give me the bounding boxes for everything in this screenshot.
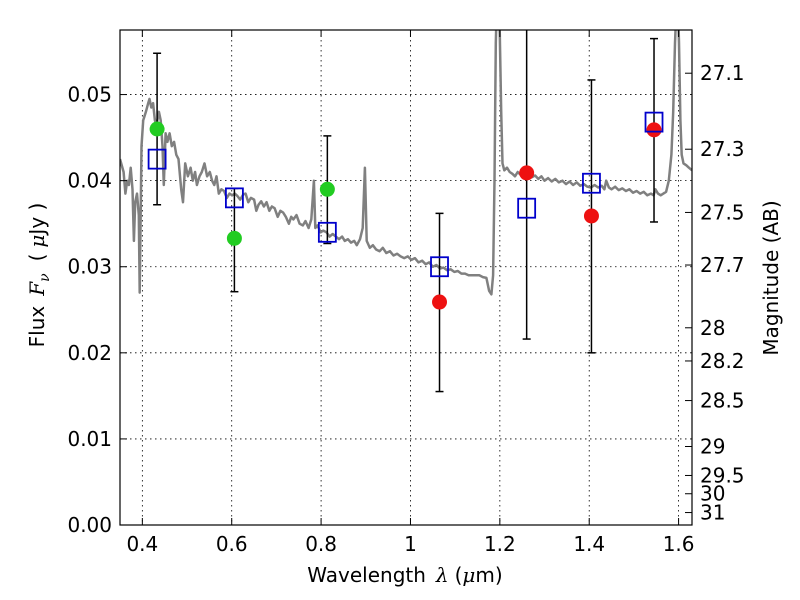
x-axis-title: Wavelength λ (μm): [307, 563, 502, 587]
y2-axis-title: Magnitude (AB): [759, 200, 783, 355]
model-point-square: [517, 197, 537, 219]
data-point-circle: [519, 165, 535, 181]
y-tick-label: 0.02: [67, 341, 112, 365]
x-tick-label: 1.6: [663, 532, 695, 556]
spectrum-line: [120, 30, 692, 296]
series-layer: [120, 30, 692, 393]
data-point-circle: [149, 121, 165, 137]
data-point-circle: [583, 208, 599, 224]
y2-tick-label: 28.5: [700, 389, 745, 413]
model-point-square: [644, 111, 664, 133]
y-axis-title: FluxFν(μJy ): [25, 203, 53, 348]
y-tick-label: 0.03: [67, 255, 112, 279]
model-point-square: [582, 172, 601, 194]
y2-tick-label: 28: [700, 316, 725, 340]
axes: 0.4 0.6 0.8 1 1.2 1.4 1.6 0.00 0.01 0.02 0.03 0.04 0…: [67, 30, 745, 556]
model-point-square: [430, 256, 449, 278]
plot-area: [120, 30, 692, 525]
data-point-circle: [646, 122, 662, 138]
x-tick-label: 1: [404, 532, 417, 556]
y2-tick-label: 29: [700, 434, 725, 458]
plot-frame: [119, 29, 693, 526]
y2-tick-label: 27.5: [700, 200, 745, 224]
y-tick-label: 0.04: [67, 169, 112, 193]
x-tick-label: 0.4: [126, 532, 158, 556]
x-tick-label: 1.4: [573, 532, 605, 556]
x-tick-label: 0.6: [216, 532, 248, 556]
y2-tick-label: 27.1: [700, 61, 745, 85]
y2-tick-label: 27.3: [700, 137, 745, 161]
model-point-square: [317, 221, 337, 243]
x-tick-label: 1.2: [484, 532, 516, 556]
y2-tick-label: 28.2: [700, 349, 745, 373]
data-point-circle: [319, 181, 335, 197]
y-tick-label: 0.01: [67, 427, 112, 451]
y-tick-label: 0.05: [67, 83, 112, 107]
y2-tick-label: 30: [700, 482, 725, 506]
model-point-square: [224, 187, 244, 209]
model-point-square: [147, 148, 167, 170]
y-tick-label: 0.00: [67, 513, 112, 537]
y2-tick-label: 31: [700, 501, 725, 525]
x-tick-label: 0.8: [305, 532, 337, 556]
data-point-circle: [432, 294, 448, 310]
data-point-circle: [226, 230, 242, 246]
y2-tick-label: 27.7: [700, 253, 745, 277]
y2-tick-label: 29.5: [700, 463, 745, 487]
